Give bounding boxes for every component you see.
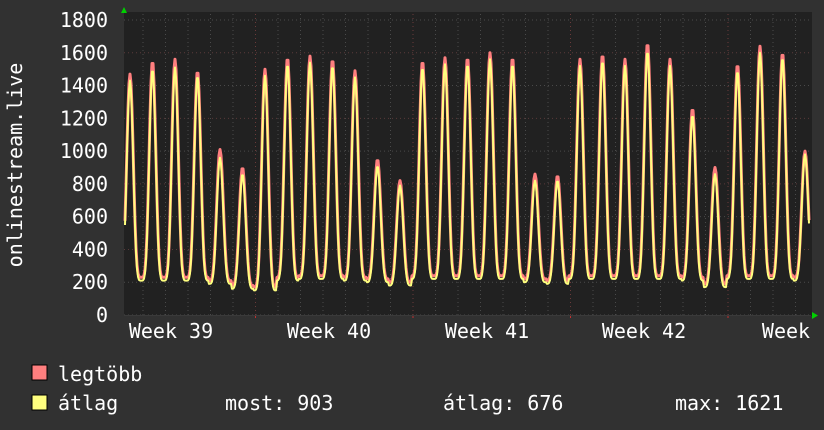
legend: legtöbb átlag most: 903 átlag: 676 max: … <box>31 362 783 415</box>
y-tick-label: 1400 <box>60 74 108 98</box>
x-axis-arrow-icon <box>812 312 818 319</box>
y-tick-label: 0 <box>96 303 108 327</box>
grid <box>124 14 811 318</box>
y-tick-label: 400 <box>72 237 108 261</box>
legend-label-legtobb: legtöbb <box>58 362 142 386</box>
y-tick-label: 1800 <box>60 8 108 32</box>
series-lines <box>123 44 811 292</box>
y-tick-labels: 0 200 400 600 800 1000 1200 1400 1600 1800 <box>60 8 108 327</box>
x-tick-label: Week 39 <box>129 319 213 343</box>
x-tick-label: Week 41 <box>445 319 529 343</box>
x-tick-label: Week 40 <box>287 319 371 343</box>
y-axis-arrow-icon <box>121 7 127 13</box>
y-tick-label: 200 <box>72 270 108 294</box>
x-tick-labels: Week 39 Week 40 Week 41 Week 42 Week <box>129 319 810 343</box>
stat-now: most: 903 <box>225 391 333 415</box>
y-tick-label: 1200 <box>60 106 108 130</box>
stat-average: átlag: 676 <box>443 391 563 415</box>
legend-label-atlag: átlag <box>58 391 118 415</box>
y-tick-label: 1600 <box>60 41 108 65</box>
y-tick-label: 1000 <box>60 139 108 163</box>
legend-swatch-legtobb <box>31 364 48 381</box>
y-axis-label: onlinestream.live <box>3 63 27 268</box>
legend-swatch-atlag <box>31 394 48 411</box>
y-tick-label: 600 <box>72 205 108 229</box>
x-tick-label: Week 42 <box>602 319 686 343</box>
y-tick-label: 800 <box>72 172 108 196</box>
x-tick-label: Week <box>762 319 810 343</box>
series-line-atlag <box>124 51 810 292</box>
stat-max: max: 1621 <box>675 391 783 415</box>
